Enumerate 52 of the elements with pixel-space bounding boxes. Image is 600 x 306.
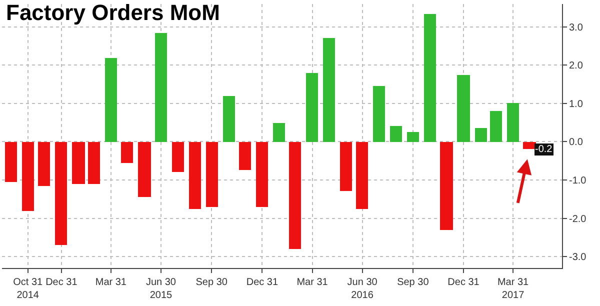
bar [172,142,184,172]
data-label: -0.2 [535,144,553,155]
bar [475,128,487,142]
x-tick-label: Sep 30 [397,277,430,288]
y-tick-label: 1.0 [569,98,584,110]
bar [223,96,235,142]
bar [256,142,268,207]
x-tick-label: Jun 30 2016 [347,277,378,301]
x-tick-label: Jun 30 2015 [146,277,176,301]
bar [523,142,536,149]
bar [5,142,17,182]
bar [105,58,117,142]
bar [72,142,85,184]
y-tick-label: 3.0 [569,22,584,34]
bar [424,14,436,142]
bar [507,103,519,142]
x-tick-label: Oct 31 2014 [13,277,44,301]
x-tick-label: Mar 31 [296,277,328,288]
bar [22,142,34,211]
bar [373,86,385,142]
bar [155,33,167,142]
bar [88,142,100,184]
x-tick-label: Dec 31 [246,277,278,288]
y-tick-label: -1.0 [569,176,587,186]
bar [273,123,285,142]
bar [289,142,301,249]
bar [239,142,251,170]
bar [189,142,201,209]
y-tick-label: 0.0 [569,137,584,148]
y-tick-label: 2.0 [569,60,584,72]
bar [490,111,502,142]
x-tick-label: Mar 31 2017 [497,277,530,301]
bar [38,142,50,186]
bar [340,142,352,191]
chart-title: Factory Orders MoM [6,0,220,25]
x-tick-label: Dec 31 [46,277,78,288]
y-tick-label: -2.0 [569,214,587,225]
bar [323,38,335,142]
bar [457,75,470,142]
bar [440,142,453,230]
bar [55,142,67,245]
x-tick-label: Dec 31 [448,277,480,288]
bar [356,142,368,209]
bar [390,126,402,142]
bar [407,132,419,142]
bar [138,142,151,197]
bar [121,142,133,163]
bar [206,142,218,207]
bar [306,73,318,142]
y-tick-label: -3.0 [569,252,587,264]
x-tick-label: Mar 31 [95,277,127,288]
x-tick-label: Sep 30 [196,277,228,288]
